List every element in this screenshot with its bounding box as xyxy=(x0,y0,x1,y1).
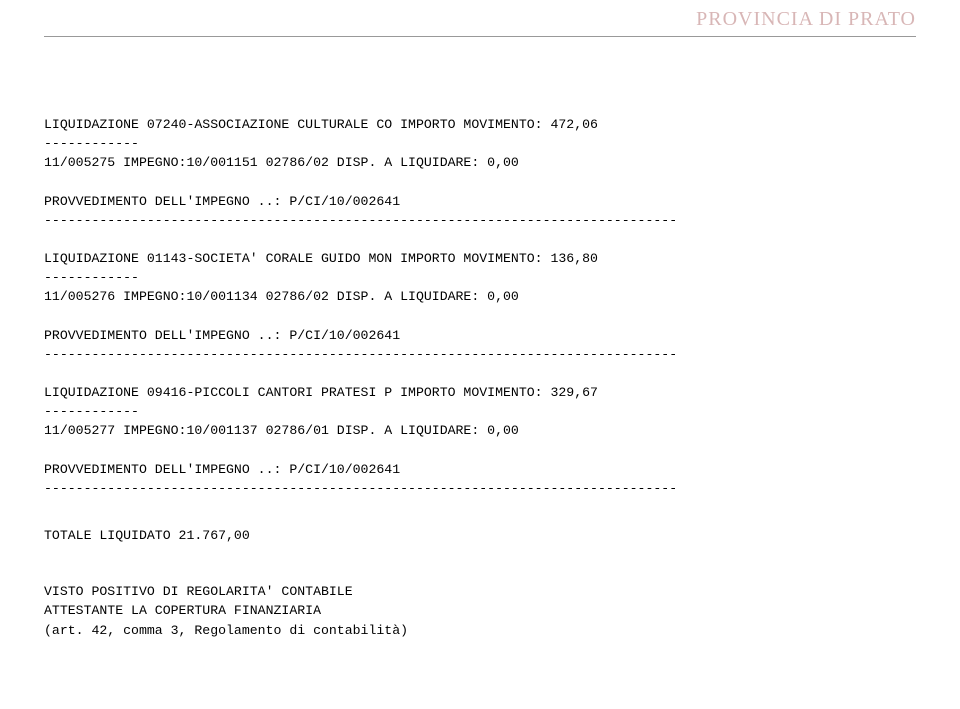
entry-2-impegno: 11/005276 IMPEGNO:10/001134 02786/02 DIS… xyxy=(44,289,519,304)
dash-short: ------------ xyxy=(44,270,139,285)
entry-1-impegno: 11/005275 IMPEGNO:10/001151 02786/02 DIS… xyxy=(44,155,519,170)
entry-3-provv: PROVVEDIMENTO DELL'IMPEGNO ..: P/CI/10/0… xyxy=(44,462,400,477)
entry-1-provv: PROVVEDIMENTO DELL'IMPEGNO ..: P/CI/10/0… xyxy=(44,194,400,209)
entry-1-title: LIQUIDAZIONE 07240-ASSOCIAZIONE CULTURAL… xyxy=(44,117,598,132)
footer-line-3: (art. 42, comma 3, Regolamento di contab… xyxy=(44,623,408,638)
footer-line-1: VISTO POSITIVO DI REGOLARITA' CONTABILE xyxy=(44,584,353,599)
entry-2-provv: PROVVEDIMENTO DELL'IMPEGNO ..: P/CI/10/0… xyxy=(44,328,400,343)
document-body: LIQUIDAZIONE 07240-ASSOCIAZIONE CULTURAL… xyxy=(44,96,916,640)
entry-2-title: LIQUIDAZIONE 01143-SOCIETA' CORALE GUIDO… xyxy=(44,251,598,266)
page-header-title: PROVINCIA DI PRATO xyxy=(696,8,916,31)
total-line: TOTALE LIQUIDATO 21.767,00 xyxy=(44,528,250,543)
dash-long: ----------------------------------------… xyxy=(44,213,677,228)
dash-long: ----------------------------------------… xyxy=(44,481,677,496)
footer-line-2: ATTESTANTE LA COPERTURA FINANZIARIA xyxy=(44,603,321,618)
dash-short: ------------ xyxy=(44,136,139,151)
header-rule xyxy=(44,36,916,37)
dash-long: ----------------------------------------… xyxy=(44,347,677,362)
dash-short: ------------ xyxy=(44,404,139,419)
entry-3-impegno: 11/005277 IMPEGNO:10/001137 02786/01 DIS… xyxy=(44,423,519,438)
entry-3-title: LIQUIDAZIONE 09416-PICCOLI CANTORI PRATE… xyxy=(44,385,598,400)
